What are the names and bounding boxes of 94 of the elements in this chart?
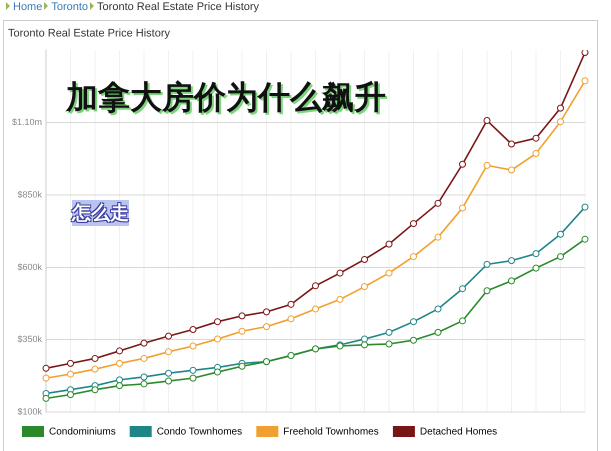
point — [434, 328, 442, 336]
point — [557, 118, 564, 126]
point — [361, 341, 368, 348]
point — [386, 240, 393, 248]
legend-label: Condo Townhomes — [156, 426, 242, 438]
point — [459, 317, 466, 324]
annotation: 怎么走 — [72, 200, 129, 226]
point — [312, 282, 320, 290]
point — [557, 230, 564, 238]
y-tick-label: $350k — [17, 334, 43, 344]
y-tick-label: $850k — [17, 189, 43, 200]
point — [410, 336, 418, 344]
point — [42, 364, 50, 372]
point — [361, 283, 368, 290]
annotation: 加拿大房价为什么飙升 — [66, 77, 386, 118]
point — [140, 354, 148, 362]
point — [140, 380, 148, 388]
point — [312, 305, 320, 312]
y-tick-label: $600k — [17, 262, 43, 272]
point — [410, 318, 418, 326]
point — [238, 328, 246, 335]
point — [361, 256, 368, 263]
point — [165, 348, 172, 356]
point — [582, 204, 588, 211]
point — [288, 315, 295, 322]
point — [42, 394, 50, 402]
text: Toronto Real Estate Price History — [97, 1, 260, 13]
point — [140, 373, 148, 380]
point — [214, 336, 222, 343]
point — [116, 360, 124, 367]
point — [532, 264, 540, 272]
point — [582, 77, 588, 84]
point — [92, 386, 99, 394]
point — [336, 296, 344, 303]
chart-title: Toronto Real Estate Price History — [8, 28, 171, 40]
point — [67, 391, 74, 398]
point — [386, 328, 393, 336]
point — [532, 250, 540, 258]
point — [459, 204, 466, 212]
point — [484, 117, 491, 124]
point — [434, 234, 442, 241]
point — [386, 340, 393, 348]
point — [484, 162, 491, 169]
point — [410, 253, 418, 260]
point — [557, 104, 564, 112]
point — [532, 150, 540, 158]
point — [336, 270, 344, 277]
y-tick-label: $1.10m — [12, 117, 42, 128]
point — [67, 360, 74, 367]
point — [557, 253, 564, 260]
point — [140, 340, 148, 347]
point — [484, 287, 491, 294]
point — [116, 347, 124, 354]
text: Home — [13, 1, 42, 13]
point — [361, 336, 368, 343]
point — [165, 378, 172, 385]
point — [508, 277, 516, 284]
point — [67, 370, 74, 378]
point — [238, 362, 246, 370]
legend-label: Condominiums — [49, 426, 116, 438]
point — [92, 366, 99, 373]
point — [582, 236, 588, 243]
point — [116, 382, 124, 390]
point — [459, 160, 466, 168]
point — [434, 200, 442, 207]
point — [92, 354, 99, 362]
point — [288, 300, 295, 308]
point — [190, 374, 197, 382]
point — [190, 366, 197, 374]
point — [214, 368, 222, 376]
point — [214, 318, 222, 326]
point — [459, 285, 466, 292]
point — [434, 305, 442, 312]
point — [165, 370, 172, 377]
point — [116, 376, 124, 384]
point — [165, 332, 172, 340]
point — [190, 326, 197, 334]
point — [508, 166, 516, 174]
point — [532, 134, 540, 142]
y-tick-label: $100k — [17, 406, 43, 416]
legend-label: Freehold Townhomes — [283, 426, 379, 438]
point — [508, 257, 516, 264]
point — [238, 312, 246, 320]
point — [484, 260, 491, 268]
point — [263, 323, 270, 330]
point — [582, 50, 588, 56]
legend-label: Detached Homes — [420, 426, 498, 438]
point — [410, 220, 418, 228]
text: Toronto — [51, 1, 88, 13]
point — [263, 308, 270, 316]
point — [386, 270, 393, 277]
point — [508, 140, 516, 148]
point — [42, 374, 50, 382]
point — [190, 342, 197, 350]
